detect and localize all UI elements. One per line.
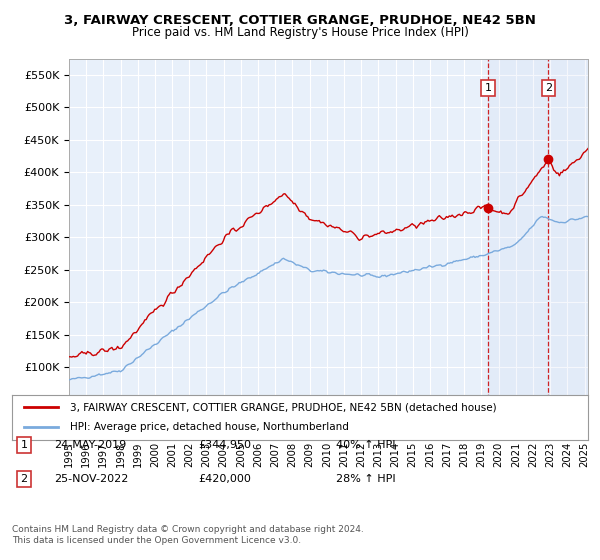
Bar [488,59,588,432]
Text: 2: 2 [545,83,552,93]
Text: 3, FAIRWAY CRESCENT, COTTIER GRANGE, PRUDHOE, NE42 5BN: 3, FAIRWAY CRESCENT, COTTIER GRANGE, PRU… [64,14,536,27]
Text: 3, FAIRWAY CRESCENT, COTTIER GRANGE, PRUDHOE, NE42 5BN (detached house): 3, FAIRWAY CRESCENT, COTTIER GRANGE, PRU… [70,402,496,412]
Text: 40% ↑ HPI: 40% ↑ HPI [336,440,395,450]
Text: 2: 2 [20,474,28,484]
Text: HPI: Average price, detached house, Northumberland: HPI: Average price, detached house, Nort… [70,422,349,432]
Text: 1: 1 [20,440,28,450]
Text: £420,000: £420,000 [198,474,251,484]
Text: 28% ↑ HPI: 28% ↑ HPI [336,474,395,484]
Text: 1: 1 [484,83,491,93]
Text: 25-NOV-2022: 25-NOV-2022 [54,474,128,484]
Text: Price paid vs. HM Land Registry's House Price Index (HPI): Price paid vs. HM Land Registry's House … [131,26,469,39]
Text: Contains HM Land Registry data © Crown copyright and database right 2024.
This d: Contains HM Land Registry data © Crown c… [12,525,364,545]
Text: £344,950: £344,950 [198,440,251,450]
Text: 24-MAY-2019: 24-MAY-2019 [54,440,126,450]
